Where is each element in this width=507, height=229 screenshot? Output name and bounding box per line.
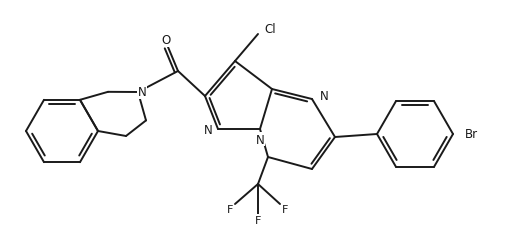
Text: Cl: Cl [264,22,276,35]
Text: N: N [137,86,147,99]
Text: N: N [256,133,264,146]
Text: N: N [204,123,212,136]
Text: F: F [227,204,233,214]
Text: F: F [255,215,261,225]
Text: F: F [282,204,288,214]
Text: O: O [161,34,171,47]
Text: Br: Br [465,128,478,141]
Text: N: N [320,90,329,103]
